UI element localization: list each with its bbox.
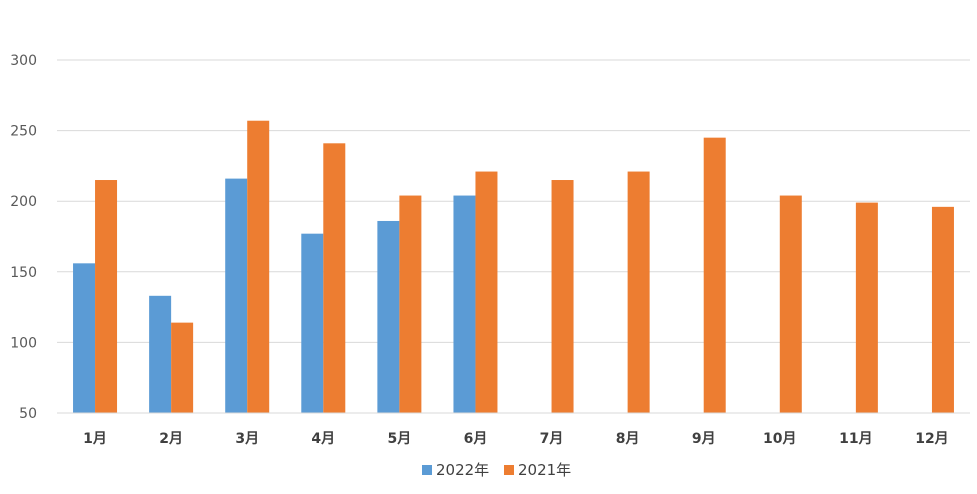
bar-series-1-3	[225, 178, 248, 413]
legend-label: 2021年	[518, 461, 571, 479]
x-tick-label: 3月	[235, 431, 259, 447]
bar-series-1-6	[453, 195, 476, 413]
y-tick-label: 250	[10, 124, 37, 140]
gridlines	[57, 59, 970, 343]
y-tick-label: 50	[19, 406, 37, 422]
y-tick-label: 100	[10, 335, 37, 351]
x-tick-label: 12月	[915, 431, 948, 447]
bar-series-2-8	[627, 171, 650, 413]
bar-series-2-5	[399, 195, 422, 413]
x-tick-label: 1月	[83, 431, 107, 447]
x-tick-label: 10月	[763, 431, 796, 447]
x-tick-label: 6月	[464, 431, 488, 447]
legend-label: 2022年	[436, 461, 489, 479]
x-tick-label: 8月	[616, 431, 640, 447]
y-tick-label: 150	[10, 265, 37, 281]
x-tick-label: 4月	[311, 431, 335, 447]
x-tick-label: 7月	[540, 431, 564, 447]
bar-series-2-3	[247, 120, 270, 413]
bar-series-2-4	[323, 143, 346, 414]
bar-series-2-9	[703, 137, 726, 413]
x-tick-label: 5月	[388, 431, 412, 447]
bar-series-2-7	[551, 180, 574, 413]
y-tick-label: 300	[10, 53, 37, 69]
bar-series-2-6	[475, 171, 498, 413]
bar-series-1-1	[73, 263, 96, 413]
legend-item: 2022年	[422, 461, 489, 479]
bar-series-2-1	[95, 180, 118, 413]
x-tick-label: 9月	[692, 431, 716, 447]
x-tick-label: 11月	[839, 431, 872, 447]
bar-series-2-11	[855, 202, 878, 413]
bar-series-1-5	[377, 220, 400, 413]
bar-series-1-4	[301, 233, 324, 413]
bar-series-2-10	[779, 195, 802, 413]
bars	[73, 120, 954, 414]
legend-item: 2021年	[504, 461, 571, 479]
y-tick-label: 200	[10, 194, 37, 210]
bar-series-2-2	[171, 322, 194, 413]
bar-series-1-2	[149, 295, 172, 413]
x-axis-ticks: 1月 2月 3月 4月 5月 6月 7月 8月 9月 10月 11月 12月	[83, 431, 949, 447]
y-axis-ticks: 50 100 150 200 250 300	[10, 53, 37, 422]
bar-series-2-12	[931, 206, 954, 413]
legend: 2022年 2021年	[422, 461, 571, 479]
x-tick-label: 2月	[159, 431, 183, 447]
legend-swatch	[504, 465, 514, 475]
legend-swatch	[422, 465, 432, 475]
